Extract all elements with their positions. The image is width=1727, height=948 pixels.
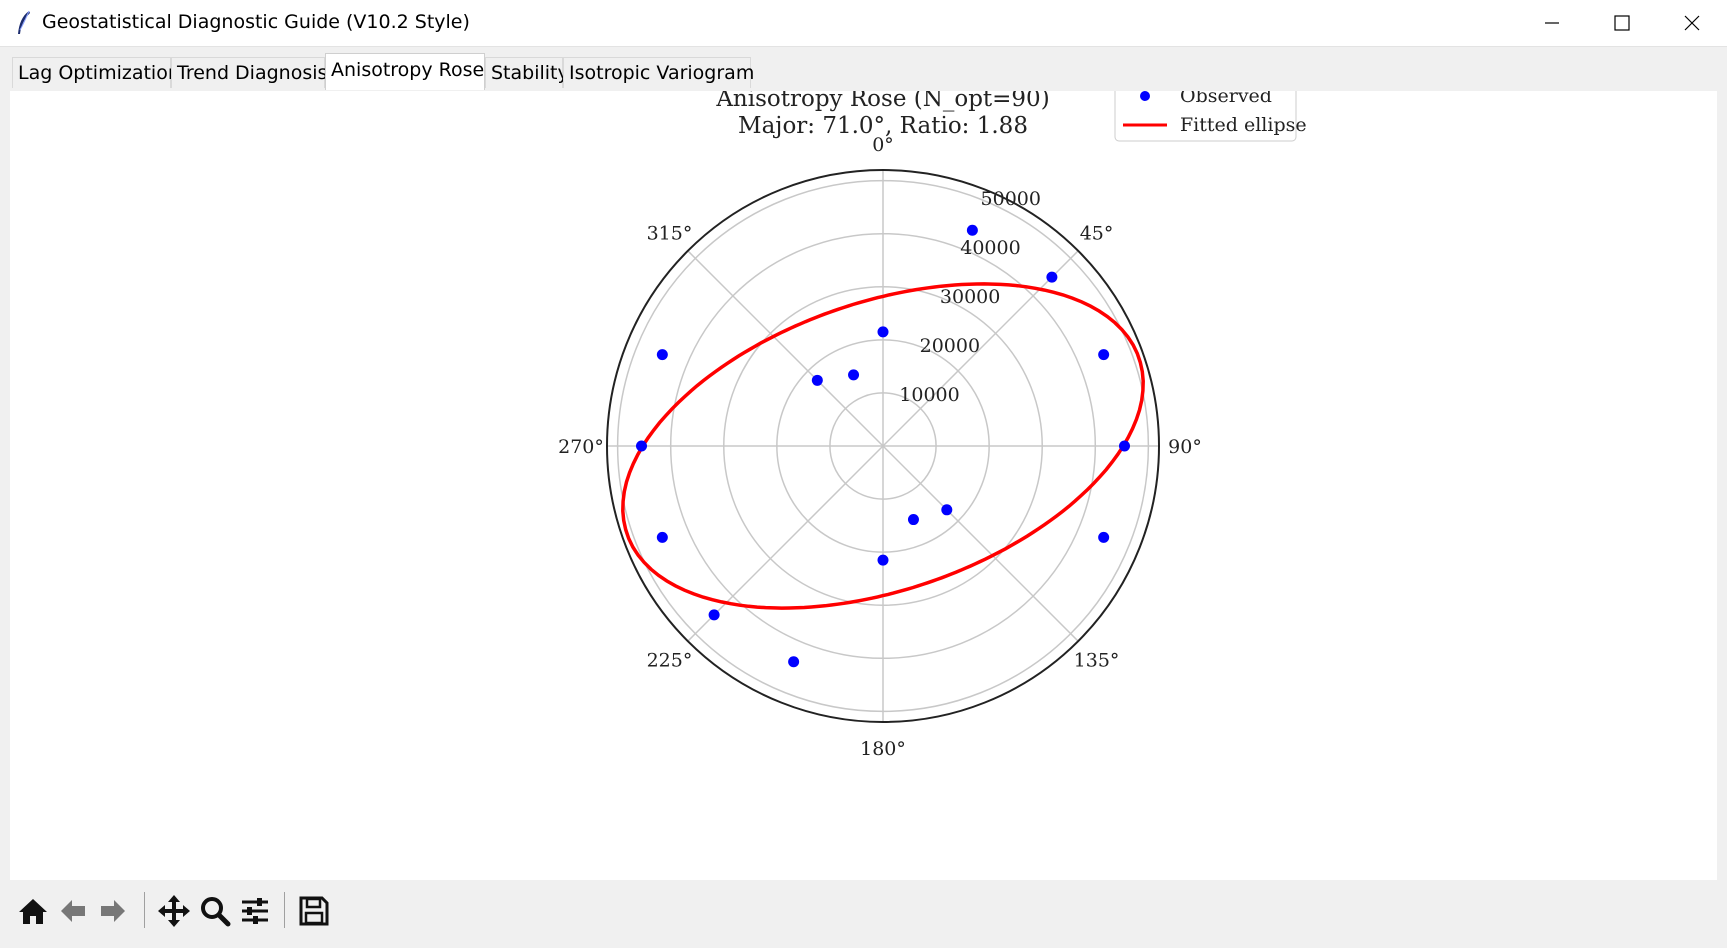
radial-tick-label: 30000: [940, 286, 1000, 308]
zoom-button[interactable]: [196, 892, 234, 930]
configure-subplots-button[interactable]: [236, 892, 274, 930]
polar-plot: 0° 45° 90° 135° 180° 225° 270° 315° 10000 20000 30…: [558, 91, 1307, 760]
plot-data: [621, 224, 1145, 668]
observed-point: [811, 374, 823, 386]
angle-tick-label: 135°: [1074, 650, 1120, 672]
minimize-button[interactable]: [1517, 0, 1587, 46]
observed-point: [848, 369, 860, 381]
tab-lag-optimization[interactable]: Lag Optimization: [12, 57, 180, 88]
zoom-icon: [201, 897, 231, 927]
polar-tick-labels: 0° 45° 90° 135° 180° 225° 270° 315° 10000 20000 30…: [558, 134, 1202, 760]
radial-tick-label: 20000: [920, 335, 980, 357]
legend-observed-marker: [1140, 91, 1150, 101]
feather-icon: [18, 10, 30, 34]
angular-gridline: [687, 445, 884, 642]
forward-button[interactable]: [94, 892, 132, 930]
back-button[interactable]: [54, 892, 92, 930]
polar-frame: [606, 169, 1160, 723]
toolbar-separator: [284, 892, 285, 928]
configure-subplots-icon: [242, 898, 268, 924]
angular-gridline: [687, 250, 884, 447]
angle-tick-label: 0°: [872, 134, 894, 156]
observed-point: [1046, 271, 1058, 283]
observed-point: [656, 531, 668, 543]
navigation-toolbar: [10, 880, 1717, 940]
forward-arrow-icon: [101, 900, 125, 922]
tab-anisotropy-rose[interactable]: Anisotropy Rose: [325, 53, 485, 90]
observed-point: [636, 440, 647, 452]
angle-tick-label: 45°: [1080, 222, 1114, 244]
close-icon: [1684, 15, 1700, 31]
observed-point: [656, 349, 668, 361]
radial-tick-label: 50000: [981, 188, 1041, 210]
observed-point: [966, 224, 978, 236]
legend-ellipse-label: Fitted ellipse: [1180, 114, 1307, 136]
home-button[interactable]: [14, 892, 52, 930]
angle-tick-label: 90°: [1168, 436, 1202, 458]
minimize-icon: [1545, 22, 1559, 24]
legend: Observed Fitted ellipse: [1114, 91, 1307, 142]
radial-tick-label: 10000: [899, 384, 959, 406]
pan-icon: [158, 895, 190, 927]
tab-trend-diagnosis[interactable]: Trend Diagnosis: [171, 57, 327, 88]
chart-subtitle: Major: 71.0°, Ratio: 1.88: [738, 113, 1028, 139]
fitted-ellipse-line: [621, 282, 1145, 610]
toolbar-separator: [144, 892, 145, 928]
observed-point: [708, 609, 720, 621]
angle-tick-label: 270°: [558, 436, 604, 458]
back-arrow-icon: [61, 900, 85, 922]
angular-gridline: [882, 250, 1079, 447]
figure-canvas[interactable]: 0° 45° 90° 135° 180° 225° 270° 315° 10000 20000 30…: [10, 91, 1717, 880]
angle-tick-label: 180°: [860, 738, 906, 760]
observed-point: [941, 504, 953, 516]
angle-tick-label: 315°: [647, 222, 693, 244]
angle-tick-label: 225°: [647, 650, 693, 672]
legend-observed-label: Observed: [1180, 91, 1272, 107]
observed-point: [907, 514, 919, 526]
radial-tick-label: 40000: [960, 237, 1020, 259]
save-icon: [299, 896, 329, 926]
pan-button[interactable]: [155, 892, 193, 930]
observed-point: [877, 326, 889, 338]
tab-stability[interactable]: Stability: [485, 57, 569, 88]
angular-gridline: [882, 445, 1079, 642]
home-icon: [19, 899, 47, 924]
observed-point: [788, 656, 800, 668]
close-button[interactable]: [1657, 0, 1727, 46]
observed-point: [1098, 531, 1110, 543]
title-bar: Geostatistical Diagnostic Guide (V10.2 S…: [0, 0, 1727, 47]
save-button[interactable]: [295, 892, 333, 930]
tab-isotropic-variogram[interactable]: Isotropic Variogram: [563, 57, 754, 88]
tab-bar: Lag Optimization Trend Diagnosis Anisotr…: [0, 47, 1727, 90]
window-title: Geostatistical Diagnostic Guide (V10.2 S…: [42, 11, 470, 33]
observed-point: [1098, 349, 1110, 361]
polar-grid: [606, 169, 1160, 723]
chart-title: Anisotropy Rose (N_opt=90): [715, 91, 1049, 112]
maximize-icon: [1614, 15, 1630, 31]
observed-point: [877, 554, 889, 566]
observed-point: [1119, 440, 1130, 452]
maximize-button[interactable]: [1587, 0, 1657, 46]
